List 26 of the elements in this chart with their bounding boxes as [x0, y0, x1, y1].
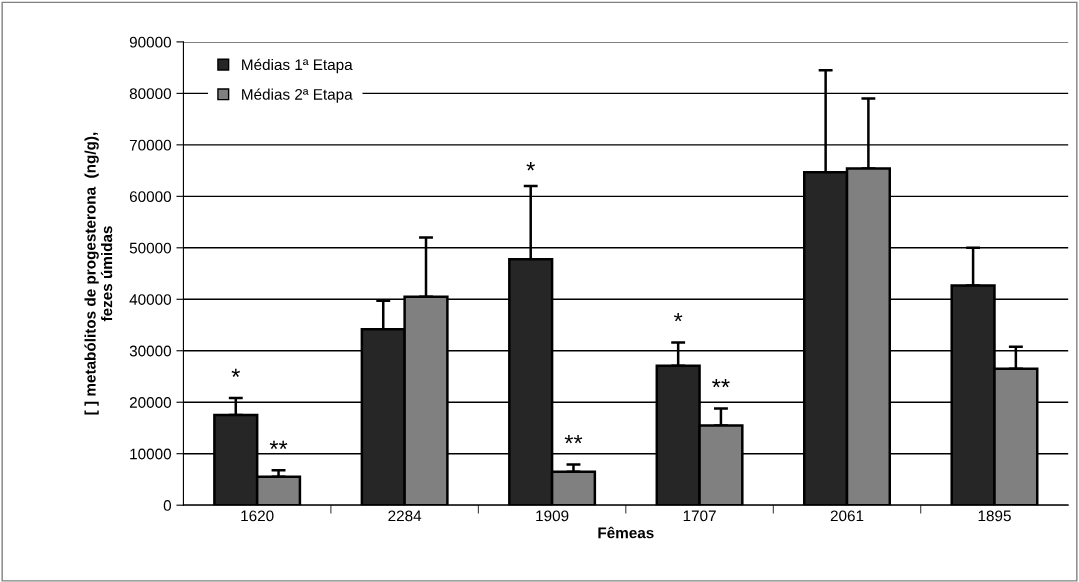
- y-tick-label: 80000: [129, 88, 172, 100]
- annotation: **: [269, 440, 288, 449]
- y-axis-title: [ ] metabólitos de progesterona (ng/g), fezes úmidas: [84, 132, 113, 415]
- y-tick-label: 60000: [129, 191, 172, 203]
- x-tick-label: 1707: [683, 510, 716, 522]
- y-tick-label: 30000: [129, 345, 172, 357]
- x-tick-label: 2284: [388, 510, 422, 522]
- annotation: **: [712, 378, 730, 388]
- annotation: **: [564, 435, 583, 444]
- y-tick-label: 50000: [129, 242, 172, 254]
- annotation: *: [526, 162, 535, 171]
- legend-label: Médias 1ª Etapa: [242, 58, 353, 74]
- legend-label: Médias 2ª Etapa: [242, 88, 353, 103]
- x-tick-label: 2061: [830, 510, 864, 522]
- x-axis-title: Fêmeas: [598, 526, 654, 539]
- y-tick-label: 40000: [129, 294, 172, 305]
- annotation: *: [231, 368, 241, 377]
- y-tick-label: 0: [163, 500, 172, 511]
- x-tick-label: 1895: [978, 510, 1011, 522]
- y-tick-label: 70000: [129, 139, 172, 151]
- y-tick-label: 10000: [130, 448, 172, 460]
- y-tick-label: 20000: [129, 397, 172, 408]
- x-tick-label: 1620: [241, 510, 274, 522]
- x-tick-label: 1909: [536, 510, 569, 522]
- annotation: *: [673, 313, 683, 322]
- y-tick-label: 90000: [129, 36, 172, 48]
